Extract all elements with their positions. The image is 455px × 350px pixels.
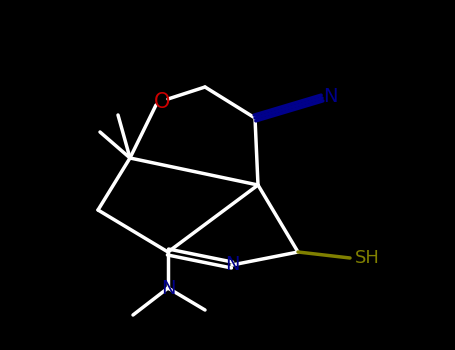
Text: N: N: [161, 279, 175, 298]
Text: O: O: [154, 92, 170, 112]
Text: N: N: [225, 256, 239, 274]
Text: N: N: [323, 86, 337, 105]
Text: SH: SH: [355, 249, 380, 267]
